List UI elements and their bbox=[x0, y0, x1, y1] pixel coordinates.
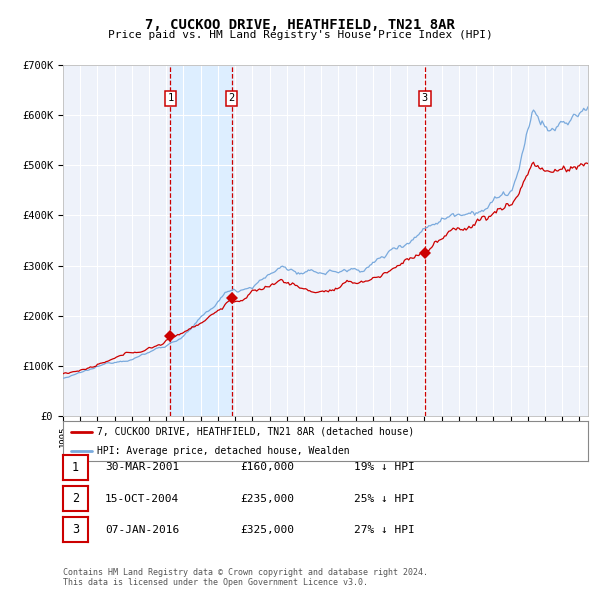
Text: £325,000: £325,000 bbox=[240, 525, 294, 535]
Text: 3: 3 bbox=[422, 93, 428, 103]
Text: Contains HM Land Registry data © Crown copyright and database right 2024.
This d: Contains HM Land Registry data © Crown c… bbox=[63, 568, 428, 587]
Text: Price paid vs. HM Land Registry's House Price Index (HPI): Price paid vs. HM Land Registry's House … bbox=[107, 30, 493, 40]
Text: 3: 3 bbox=[72, 523, 79, 536]
Text: 7, CUCKOO DRIVE, HEATHFIELD, TN21 8AR: 7, CUCKOO DRIVE, HEATHFIELD, TN21 8AR bbox=[145, 18, 455, 32]
Bar bbox=[170, 65, 232, 416]
Text: 19% ↓ HPI: 19% ↓ HPI bbox=[354, 463, 415, 472]
Text: 07-JAN-2016: 07-JAN-2016 bbox=[105, 525, 179, 535]
Text: 25% ↓ HPI: 25% ↓ HPI bbox=[354, 494, 415, 503]
Text: 1: 1 bbox=[72, 461, 79, 474]
Text: 2: 2 bbox=[72, 492, 79, 505]
Text: HPI: Average price, detached house, Wealden: HPI: Average price, detached house, Weal… bbox=[97, 446, 350, 456]
Text: 30-MAR-2001: 30-MAR-2001 bbox=[105, 463, 179, 472]
Text: 15-OCT-2004: 15-OCT-2004 bbox=[105, 494, 179, 503]
Text: £160,000: £160,000 bbox=[240, 463, 294, 472]
Text: 7, CUCKOO DRIVE, HEATHFIELD, TN21 8AR (detached house): 7, CUCKOO DRIVE, HEATHFIELD, TN21 8AR (d… bbox=[97, 427, 415, 437]
Text: 27% ↓ HPI: 27% ↓ HPI bbox=[354, 525, 415, 535]
Text: £235,000: £235,000 bbox=[240, 494, 294, 503]
Text: 1: 1 bbox=[167, 93, 173, 103]
Text: 2: 2 bbox=[229, 93, 235, 103]
